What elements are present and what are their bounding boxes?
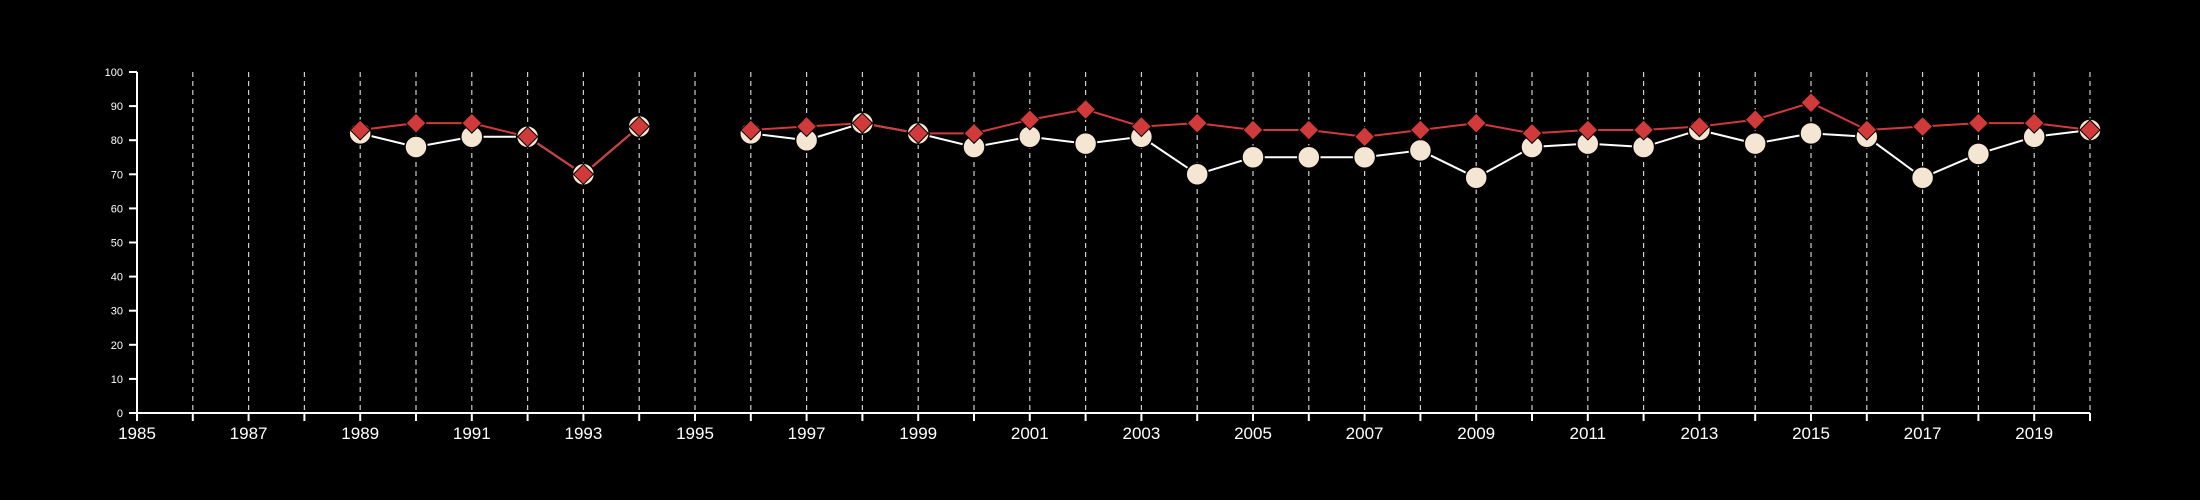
data-point-diamond bbox=[1353, 126, 1376, 148]
y-tick-label: 100 bbox=[105, 67, 123, 79]
x-tick-label: 1985 bbox=[118, 424, 156, 443]
data-point-circle bbox=[1799, 121, 1823, 146]
x-tick-label: 1997 bbox=[788, 424, 826, 443]
x-tick-label: 2003 bbox=[1122, 424, 1160, 443]
data-point-diamond bbox=[1688, 115, 1711, 138]
data-point-diamond bbox=[1019, 109, 1041, 131]
data-point-diamond bbox=[1074, 98, 1097, 121]
data-point-circle bbox=[1464, 165, 1488, 190]
data-point-circle bbox=[1910, 165, 1935, 190]
y-tick-label: 90 bbox=[111, 101, 123, 113]
data-point-diamond bbox=[1130, 115, 1153, 138]
data-point-diamond bbox=[795, 115, 818, 138]
x-tick-label: 2013 bbox=[1680, 424, 1718, 443]
data-point-circle bbox=[1185, 162, 1209, 187]
x-tick-label: 2015 bbox=[1792, 424, 1830, 443]
data-point-diamond bbox=[1521, 122, 1543, 145]
data-point-diamond bbox=[628, 115, 650, 138]
data-point-circle bbox=[1743, 131, 1767, 156]
series-line bbox=[359, 125, 640, 176]
data-point-diamond bbox=[1744, 109, 1766, 131]
x-tick-label: 1989 bbox=[341, 424, 379, 443]
data-point-diamond bbox=[1911, 115, 1934, 138]
series-line bbox=[360, 122, 640, 176]
data-point-circle bbox=[404, 135, 428, 159]
y-tick-label: 20 bbox=[111, 340, 123, 352]
data-point-circle bbox=[1297, 145, 1321, 169]
y-tick-label: 60 bbox=[111, 203, 123, 215]
x-tick-label: 2017 bbox=[1904, 424, 1942, 443]
data-point-diamond bbox=[516, 126, 539, 148]
y-tick-label: 10 bbox=[111, 374, 123, 386]
x-tick-label: 1993 bbox=[564, 424, 602, 443]
data-point-circle bbox=[1352, 145, 1377, 169]
data-point-circle bbox=[1408, 138, 1433, 163]
data-point-diamond bbox=[349, 119, 371, 141]
data-point-diamond bbox=[1967, 112, 1990, 134]
y-tick-label: 70 bbox=[111, 169, 123, 181]
x-tick-label: 1995 bbox=[676, 424, 714, 443]
x-tick-label: 2011 bbox=[1570, 424, 1607, 443]
series-layer bbox=[348, 91, 2102, 190]
data-point-diamond bbox=[1465, 112, 1487, 134]
data-point-diamond bbox=[572, 163, 595, 186]
data-point-diamond bbox=[1242, 119, 1264, 141]
y-tick-label: 50 bbox=[111, 238, 123, 250]
x-tick-label: 1999 bbox=[899, 424, 937, 443]
x-tick-label: 2005 bbox=[1234, 424, 1272, 443]
data-point-diamond bbox=[740, 119, 762, 141]
x-tick-label: 2009 bbox=[1457, 424, 1495, 443]
data-point-diamond bbox=[1856, 119, 1878, 141]
data-point-diamond bbox=[963, 122, 985, 145]
y-tick-label: 30 bbox=[111, 306, 123, 318]
data-point-diamond bbox=[851, 112, 874, 134]
data-point-circle bbox=[1241, 145, 1265, 169]
data-point-diamond bbox=[1409, 119, 1432, 141]
data-point-diamond bbox=[405, 112, 427, 134]
data-point-circle bbox=[1073, 131, 1098, 156]
x-tick-label: 2007 bbox=[1346, 424, 1384, 443]
data-point-diamond bbox=[1186, 112, 1208, 134]
data-point-diamond bbox=[1298, 119, 1320, 141]
data-point-diamond bbox=[1800, 91, 1822, 114]
y-tick-label: 40 bbox=[111, 272, 123, 284]
x-tick-label: 1991 bbox=[453, 424, 491, 443]
data-point-circle bbox=[1966, 142, 1991, 166]
data-point-diamond bbox=[2023, 112, 2045, 134]
x-tick-label: 2019 bbox=[2015, 424, 2053, 443]
data-point-diamond bbox=[1577, 119, 1599, 141]
data-point-diamond bbox=[461, 112, 483, 134]
x-tick-label: 2001 bbox=[1011, 424, 1049, 443]
axes: 0 10 20 30 40 50 60 70 80 90 100 1985 1987 1989 1991 19… bbox=[105, 67, 2091, 443]
data-point-diamond bbox=[907, 122, 929, 145]
y-tick-label: 0 bbox=[117, 408, 123, 420]
data-point-diamond bbox=[1632, 119, 1655, 141]
data-point-diamond bbox=[2079, 119, 2101, 141]
y-tick-label: 80 bbox=[111, 135, 123, 147]
x-tick-label: 1987 bbox=[230, 424, 268, 443]
